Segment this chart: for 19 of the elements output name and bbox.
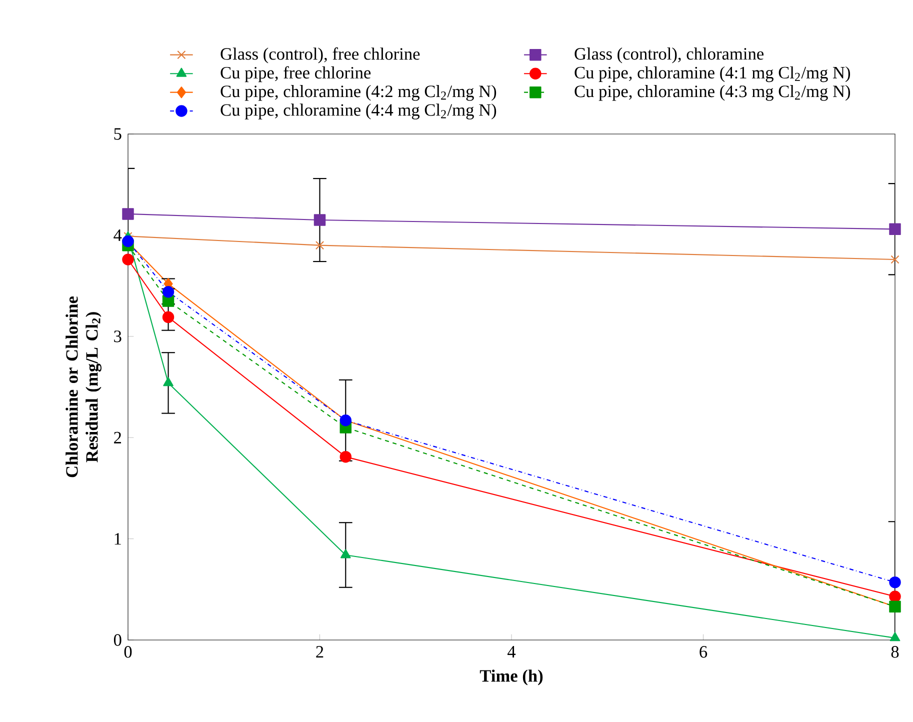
x-tick-label: 6 xyxy=(700,646,708,658)
y-tick-label: 3 xyxy=(114,330,122,342)
x-tick-label: 8 xyxy=(891,646,899,658)
y-tick-label: 1 xyxy=(114,533,121,545)
legend-label: Glass (control), chloramine xyxy=(574,48,764,64)
x-tick-label: 2 xyxy=(316,646,324,658)
y-tick-label: 4 xyxy=(114,229,122,241)
y-tick-label: 5 xyxy=(114,128,122,140)
y-tick-label: 2 xyxy=(114,432,122,444)
legend-label: Glass (control), free chlorine xyxy=(220,47,420,64)
legend-label: Cu pipe, free chlorine xyxy=(220,66,371,82)
x-axis-title: Time (h) xyxy=(480,670,543,686)
legend-label: Cu pipe, chloramine (4:3 mg Cl$_{2}$/mg N) xyxy=(574,85,850,101)
legend-label: Cu pipe, chloramine (4:1 mg Cl$_{2}$/mg N) xyxy=(574,66,850,82)
legend-label: Cu pipe, chloramine (4:4 mg Cl$_{2}$/mg N) xyxy=(220,104,496,120)
x-tick-label: 4 xyxy=(508,646,516,658)
y-tick-label: 0 xyxy=(114,634,122,646)
x-tick-label: 0 xyxy=(124,646,132,658)
legend-label: Cu pipe, chloramine (4:2 mg Cl$_{2}$/mg N) xyxy=(220,85,496,101)
